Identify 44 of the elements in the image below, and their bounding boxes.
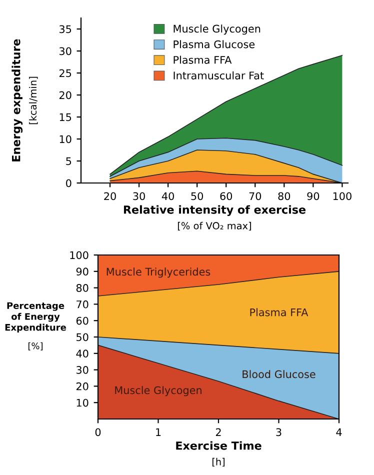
x-tick-label: 100 xyxy=(333,192,352,200)
x-tick-label: 3 xyxy=(276,428,282,436)
y-tick-label: 15 xyxy=(60,113,72,122)
y-tick-label: 10 xyxy=(76,398,88,407)
series-label: Muscle Glycogen xyxy=(115,386,202,396)
x-tick-label: 2 xyxy=(216,428,221,436)
y-tick-label: 20 xyxy=(76,382,88,390)
series-label: Muscle Triglycerides xyxy=(106,268,210,278)
x-tick-label: 50 xyxy=(191,192,204,200)
legend-label: Plasma Glucose xyxy=(174,40,255,48)
x-tick-label: 80 xyxy=(278,192,290,200)
x-axis-title: Exercise Time [h] xyxy=(176,441,262,467)
x-tick-label: 0 xyxy=(95,428,101,436)
series-label: Plasma FFA xyxy=(250,308,308,316)
y-tick-label: 30 xyxy=(60,47,72,56)
x-tick-label: 1 xyxy=(156,428,161,436)
y-tick-label: 35 xyxy=(60,25,72,34)
y-tick-label: 50 xyxy=(76,333,88,342)
x-axis-title: Relative intensity of exercise [% of VO₂ max] xyxy=(124,205,306,231)
y-axis-title: Percentage of Energy Expenditure [%] xyxy=(5,302,66,350)
y-tick-label: 80 xyxy=(76,284,88,292)
y-tick-label: 40 xyxy=(76,350,88,358)
y-tick-label: 60 xyxy=(76,316,88,325)
y-tick-label: 5 xyxy=(66,157,72,166)
x-tick-label: 20 xyxy=(104,192,116,200)
legend-label: Intramuscular Fat xyxy=(174,71,264,80)
y-tick-label: 30 xyxy=(76,366,88,374)
x-tick-label: 70 xyxy=(249,192,262,200)
y-tick-label: 100 xyxy=(70,251,88,260)
x-tick-label: 4 xyxy=(336,428,342,436)
x-tick-label: 30 xyxy=(133,192,145,200)
x-tick-label: 40 xyxy=(162,192,174,200)
y-tick-label: 90 xyxy=(76,268,88,276)
x-tick-label: 60 xyxy=(220,192,232,200)
y-tick-label: 10 xyxy=(60,135,72,144)
series-label: Blood Glucose xyxy=(242,370,316,378)
x-tick-label: 90 xyxy=(307,192,320,200)
legend-label: Plasma FFA xyxy=(174,56,232,64)
y-axis-title: Energy expenditure [kcal/min] xyxy=(12,39,38,162)
legend-label: Muscle Glycogen xyxy=(174,24,260,35)
y-tick-label: 70 xyxy=(76,300,88,308)
y-tick-label: 25 xyxy=(59,69,72,78)
y-tick-label: 0 xyxy=(66,179,72,188)
y-tick-label: 20 xyxy=(59,91,72,100)
